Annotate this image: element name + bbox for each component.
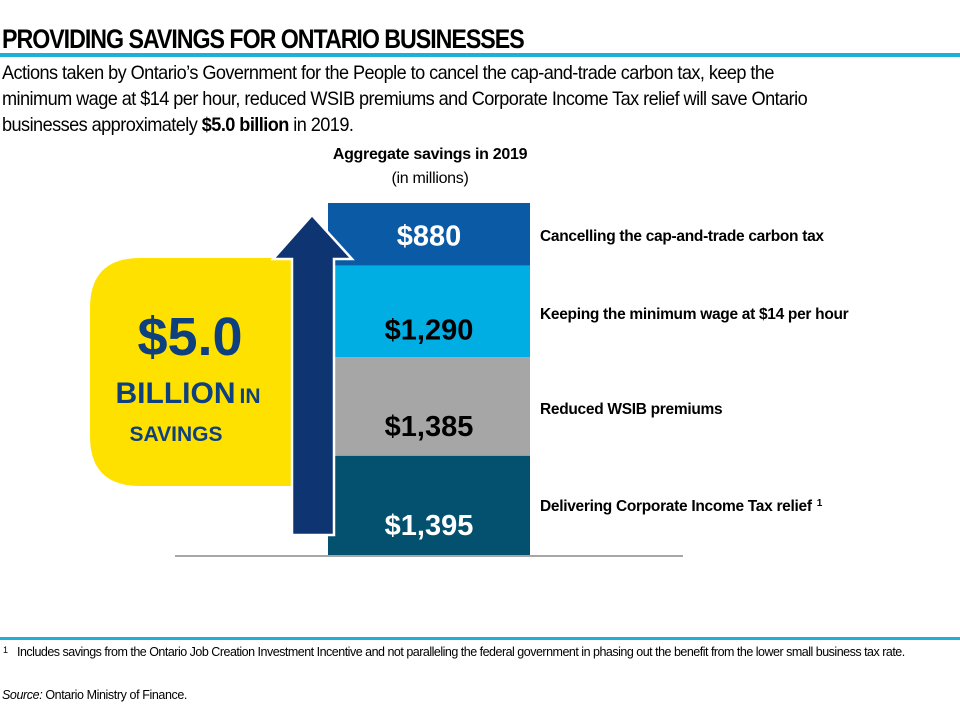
callout-line-2: BILLION IN	[116, 377, 261, 410]
callout-billion: BILLION	[116, 377, 236, 410]
up-arrow-icon	[270, 213, 355, 537]
title-rule	[0, 53, 960, 57]
callout-amount: $5.0	[137, 307, 242, 367]
category-label: Reduced WSIB premiums	[540, 401, 722, 418]
intro-line-1: Actions taken by Ontario’s Government fo…	[2, 62, 775, 84]
bar-value-label: $880	[397, 220, 462, 252]
bar-segment	[328, 357, 530, 456]
chart-subtitle: (in millions)	[391, 170, 469, 187]
callout-in: IN	[240, 385, 261, 408]
footer-rule	[0, 637, 960, 640]
chart-title: Aggregate savings in 2019	[332, 146, 528, 163]
source-note: Source: Ontario Ministry of Finance.	[2, 688, 187, 702]
bar-value-label: $1,290	[385, 315, 474, 347]
bar-segment	[328, 203, 530, 266]
intro-text: businesses approximately	[2, 114, 202, 136]
intro-line-3: businesses approximately $5.0 billion in…	[2, 112, 895, 138]
bar-segment	[328, 265, 530, 358]
intro-text-end: in 2019.	[288, 114, 354, 136]
source-text: Ontario Ministry of Finance.	[42, 688, 187, 702]
category-label: Keeping the minimum wage at $14 per hour	[540, 306, 849, 323]
bar-segment	[328, 455, 530, 555]
source-label: Source:	[2, 688, 43, 702]
footnote-text: Includes savings from the Ontario Job Cr…	[17, 645, 905, 659]
category-label: Delivering Corporate Income Tax relief 1	[540, 498, 823, 515]
callout-savings: SAVINGS	[130, 423, 223, 446]
intro-line-2: minimum wage at $14 per hour, reduced WS…	[2, 88, 808, 110]
bar-value-label: $1,385	[385, 411, 474, 443]
intro-highlight: $5.0 billion	[201, 114, 290, 136]
callout-box	[90, 258, 296, 486]
footnote-superscript: 1	[817, 498, 823, 509]
page-title: PROVIDING SAVINGS FOR ONTARIO BUSINESSES	[2, 24, 525, 54]
category-label: Cancelling the cap-and-trade carbon tax	[540, 228, 824, 245]
intro-paragraph: Actions taken by Ontario’s Government fo…	[2, 60, 895, 138]
footnote-mark: 1	[3, 645, 8, 655]
bar-value-label: $1,395	[385, 510, 474, 542]
